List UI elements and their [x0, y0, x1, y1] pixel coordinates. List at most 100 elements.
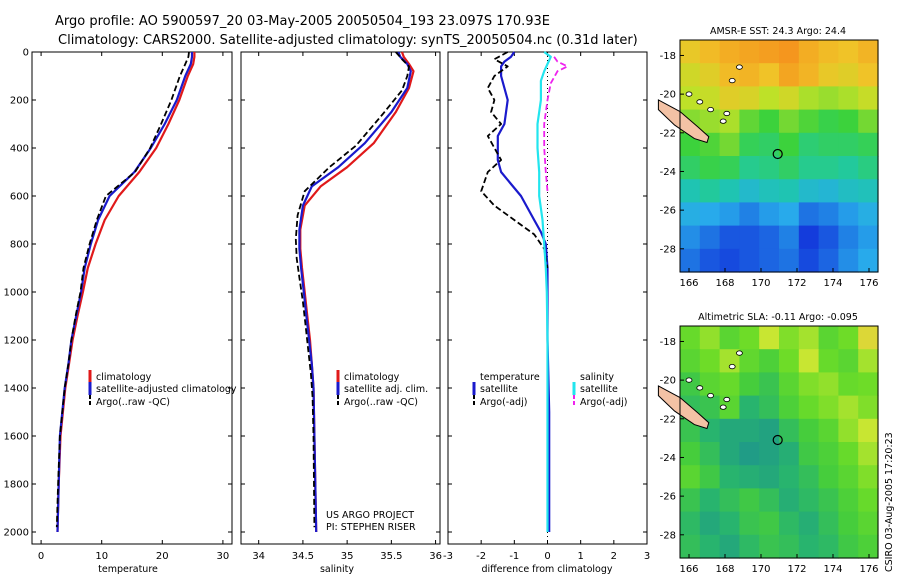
- map-cell: [818, 248, 839, 273]
- map-cell: [838, 442, 859, 466]
- map-cell: [858, 326, 879, 350]
- map-cell: [699, 202, 721, 227]
- series-line-salinity-satellite: [536, 51, 552, 532]
- y-tick-label: 600: [10, 192, 29, 203]
- island-outline: [736, 64, 743, 70]
- island-outline: [736, 350, 743, 356]
- x-tick-label: 1: [577, 551, 583, 562]
- map-cell: [680, 86, 701, 111]
- map-cell: [759, 326, 780, 350]
- map-cell: [759, 442, 780, 466]
- map-cell: [739, 132, 760, 157]
- map-cell: [719, 326, 740, 350]
- map-cell: [719, 40, 740, 64]
- map-cell: [798, 349, 820, 373]
- credit-stamp: CSIRO 03-Aug-2005 17:20:23: [884, 432, 895, 572]
- lon-tick-label: 172: [787, 278, 806, 289]
- lon-tick-label: 166: [679, 564, 698, 575]
- lat-tick-label: -22: [660, 414, 676, 425]
- map-cell: [858, 395, 879, 420]
- map-cell: [680, 534, 701, 559]
- map-cell: [759, 109, 780, 134]
- map-cell: [719, 442, 740, 466]
- y-tick-label: 1000: [4, 288, 29, 299]
- map-cell: [779, 349, 800, 373]
- legend-label-sal-satellite: satellite: [580, 384, 618, 395]
- x-tick-label: 34: [252, 551, 265, 562]
- map-cell: [798, 86, 820, 111]
- map-cell: [680, 156, 701, 180]
- map-cell: [699, 372, 721, 397]
- map-cell: [838, 179, 859, 203]
- map-cell: [759, 418, 780, 443]
- temperature-legend: climatology satellite-adjusted climatolo…: [88, 370, 237, 408]
- lat-tick-label: -28: [660, 530, 676, 541]
- map-cell: [739, 86, 760, 111]
- lat-tick-label: -24: [660, 453, 676, 464]
- map-cell: [719, 488, 740, 513]
- y-tick-label: 400: [10, 144, 29, 155]
- map-cell: [779, 86, 800, 111]
- y-tick-label: 2000: [4, 528, 29, 539]
- map-cell: [779, 442, 800, 466]
- map-cell: [680, 372, 701, 397]
- series-line-climatology: [56, 52, 196, 533]
- lon-tick-label: 170: [751, 564, 770, 575]
- map-cell: [719, 511, 740, 536]
- map-cell: [779, 372, 800, 397]
- temperature-lines: [55, 51, 196, 533]
- sla-map-panel: Altimetric SLA: -0.11 Argo: -0.095 166 16…: [657, 312, 879, 575]
- map-cell: [739, 534, 760, 559]
- lat-tick-label: -28: [660, 244, 676, 255]
- map-cell: [858, 225, 879, 250]
- legend-label-sal-argo: Argo(-adj): [580, 397, 627, 408]
- x-tick-label: 34.5: [292, 551, 314, 562]
- map-cell: [779, 248, 800, 273]
- map-cell: [798, 442, 820, 466]
- map-cell: [858, 132, 879, 157]
- map-cell: [719, 534, 740, 559]
- map-cell: [818, 156, 839, 180]
- map-cell: [759, 395, 780, 420]
- map-cell: [739, 395, 760, 420]
- series-line-satellite-adjusted-climatology: [56, 52, 194, 533]
- figure-title-line2: Climatology: CARS2000. Satellite-adjuste…: [58, 33, 638, 48]
- map-cell: [719, 86, 740, 111]
- series-line-argo-raw-qc-: [55, 51, 190, 528]
- sla-map-title: Altimetric SLA: -0.11 Argo: -0.095: [698, 312, 858, 323]
- x-tick-label: 0: [38, 551, 44, 562]
- map-cell: [858, 442, 879, 466]
- map-cell: [818, 442, 839, 466]
- map-cell: [779, 63, 800, 87]
- map-cell: [798, 202, 820, 227]
- map-cell: [858, 248, 879, 273]
- map-cell: [759, 179, 780, 203]
- map-cell: [739, 202, 760, 227]
- temperature-panel: 0 200 400 600 800 1000 1200 1400 1600 1800 2000 0 10…: [4, 48, 237, 576]
- map-cell: [798, 63, 820, 87]
- legend-label-temp-argo: Argo(-adj): [480, 397, 527, 408]
- map-cell: [838, 534, 859, 559]
- map-cell: [739, 225, 760, 250]
- sst-map-ticks: 166 168 170 172 174 176 -18 -20 -22 -24 -26 -28: [660, 51, 879, 289]
- map-cell: [779, 156, 800, 180]
- lon-tick-label: 172: [787, 564, 806, 575]
- x-tick-label: 35: [341, 551, 354, 562]
- map-cell: [858, 488, 879, 513]
- island-outline: [728, 363, 736, 370]
- x-tick-label: 10: [95, 551, 108, 562]
- series-line-satellite-adj-clim-: [298, 51, 412, 533]
- map-cell: [739, 511, 760, 536]
- map-cell: [680, 225, 701, 250]
- x-tick-label: -1: [509, 551, 519, 562]
- map-cell: [719, 202, 740, 227]
- x-tick-label: 2: [611, 551, 617, 562]
- x-tick-label: 36: [429, 551, 442, 562]
- map-cell: [759, 86, 780, 111]
- island-outline: [723, 110, 731, 117]
- difference-panel: -3 -2 -1 0 1 2 3 difference from climatology t…: [443, 51, 650, 575]
- legend-label-climatology: climatology: [344, 372, 400, 383]
- map-cell: [858, 372, 879, 397]
- map-cell: [779, 179, 800, 203]
- map-cell: [699, 86, 721, 111]
